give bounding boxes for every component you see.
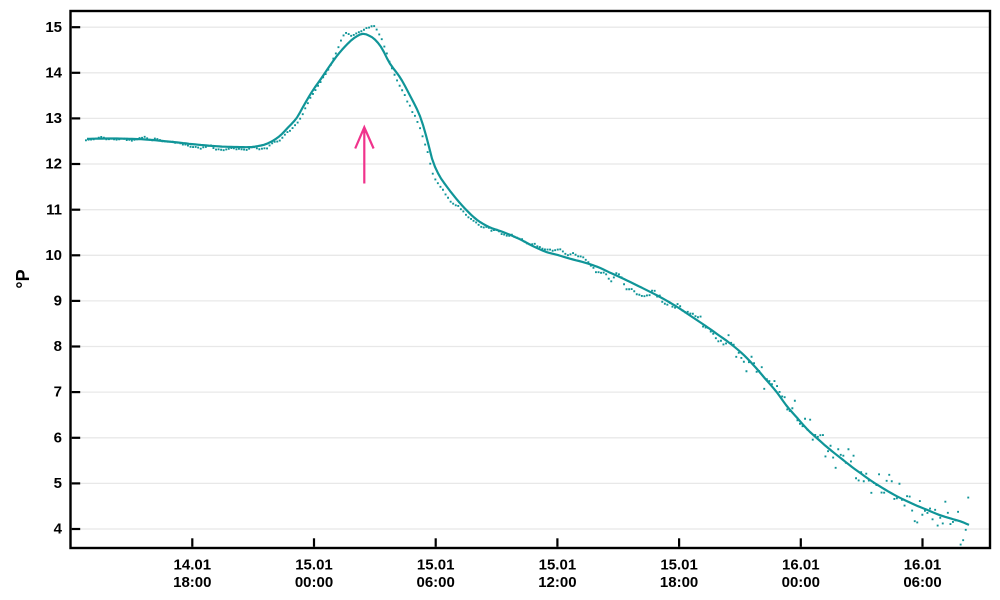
svg-text:14: 14 [45,64,62,81]
svg-text:16.01: 16.01 [782,557,820,574]
svg-text:06:00: 06:00 [417,574,455,591]
svg-text:4: 4 [54,521,63,538]
svg-text:15.01: 15.01 [539,557,577,574]
svg-text:12: 12 [45,156,62,173]
svg-text:12:00: 12:00 [538,574,576,591]
svg-text:00:00: 00:00 [782,574,820,591]
svg-text:8: 8 [54,338,62,355]
svg-text:13: 13 [45,110,62,127]
svg-text:14.01: 14.01 [174,557,212,574]
svg-text:15.01: 15.01 [660,557,698,574]
svg-text:16.01: 16.01 [904,557,942,574]
svg-text:6: 6 [54,429,62,446]
svg-text:15: 15 [45,19,62,36]
svg-text:9: 9 [54,293,62,310]
svg-text:15.01: 15.01 [417,557,455,574]
svg-text:18:00: 18:00 [173,574,211,591]
svg-text:°P: °P [13,269,33,288]
svg-text:15.01: 15.01 [295,557,333,574]
svg-text:11: 11 [46,201,62,218]
svg-text:5: 5 [54,475,62,492]
svg-text:18:00: 18:00 [660,574,698,591]
svg-text:00:00: 00:00 [295,574,333,591]
svg-text:06:00: 06:00 [903,574,941,591]
svg-text:7: 7 [54,384,62,401]
svg-text:10: 10 [45,247,62,264]
